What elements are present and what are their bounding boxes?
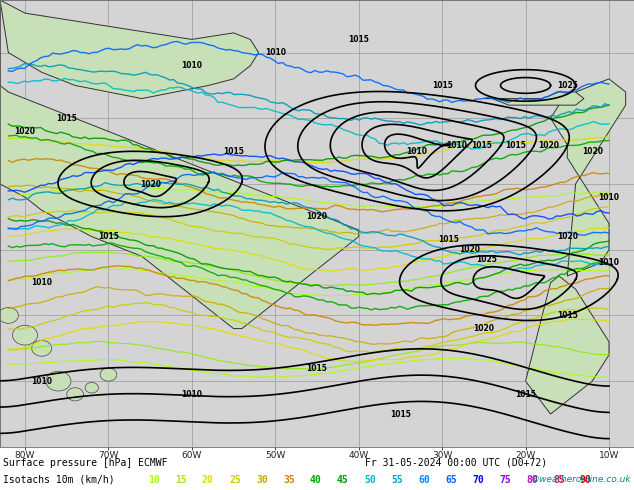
Text: 1010: 1010 [31, 278, 52, 287]
Text: 1015: 1015 [223, 147, 244, 156]
Text: Surface pressure [hPa] ECMWF: Surface pressure [hPa] ECMWF [3, 458, 167, 468]
Polygon shape [0, 0, 359, 329]
Circle shape [100, 368, 117, 381]
Text: 1015: 1015 [515, 390, 536, 399]
Text: 1015: 1015 [557, 311, 578, 320]
Text: 1020: 1020 [139, 179, 160, 189]
Text: 1010: 1010 [598, 258, 619, 268]
Text: 1010: 1010 [406, 147, 427, 156]
Polygon shape [550, 79, 626, 276]
Text: 1020: 1020 [474, 324, 495, 333]
Text: Isotachs 10m (km/h): Isotachs 10m (km/h) [3, 475, 115, 485]
Text: 1020: 1020 [557, 232, 578, 241]
Text: 1015: 1015 [505, 142, 526, 150]
Circle shape [46, 371, 71, 391]
Text: 1025: 1025 [476, 255, 496, 264]
Text: 55: 55 [391, 475, 403, 485]
Text: 35: 35 [283, 475, 295, 485]
Text: 1020: 1020 [538, 142, 559, 150]
Text: 85: 85 [553, 475, 565, 485]
Text: 1010: 1010 [31, 377, 52, 386]
Text: 1015: 1015 [437, 235, 458, 245]
Text: 15: 15 [175, 475, 187, 485]
Text: 65: 65 [445, 475, 456, 485]
Text: 1015: 1015 [98, 232, 119, 241]
Text: 1015: 1015 [432, 81, 453, 90]
Text: 1015: 1015 [390, 410, 411, 418]
Text: 1015: 1015 [471, 142, 492, 150]
Text: 1015: 1015 [56, 114, 77, 123]
Polygon shape [484, 92, 584, 105]
Text: ©weatheronline.co.uk: ©weatheronline.co.uk [531, 475, 631, 484]
Text: 1015: 1015 [348, 35, 369, 44]
Text: 1010: 1010 [181, 61, 202, 70]
Text: 10: 10 [148, 475, 160, 485]
Text: 1010: 1010 [181, 390, 202, 399]
Circle shape [85, 383, 98, 393]
Text: 90: 90 [580, 475, 592, 485]
Polygon shape [526, 276, 609, 414]
Text: 1020: 1020 [459, 245, 480, 254]
Circle shape [32, 341, 52, 356]
Text: 1020: 1020 [15, 127, 36, 136]
Text: 1010: 1010 [446, 142, 467, 150]
Text: 80: 80 [526, 475, 538, 485]
Text: 1010: 1010 [598, 193, 619, 202]
Circle shape [13, 325, 37, 345]
Text: 60: 60 [418, 475, 430, 485]
Text: 1010: 1010 [265, 48, 286, 57]
Text: 45: 45 [337, 475, 349, 485]
Circle shape [0, 308, 18, 323]
Text: 30: 30 [256, 475, 268, 485]
Text: 70: 70 [472, 475, 484, 485]
Text: 25: 25 [229, 475, 241, 485]
Polygon shape [0, 0, 259, 98]
Text: 40: 40 [310, 475, 321, 485]
Text: 1020: 1020 [306, 212, 328, 221]
Circle shape [67, 388, 84, 401]
Text: 1025: 1025 [557, 81, 578, 90]
Text: 20: 20 [202, 475, 214, 485]
Text: 75: 75 [499, 475, 511, 485]
Text: 1015: 1015 [307, 364, 327, 372]
Text: 1020: 1020 [582, 147, 603, 156]
Text: 50: 50 [364, 475, 376, 485]
Text: Fr 31-05-2024 00:00 UTC (D0+72): Fr 31-05-2024 00:00 UTC (D0+72) [365, 458, 547, 468]
